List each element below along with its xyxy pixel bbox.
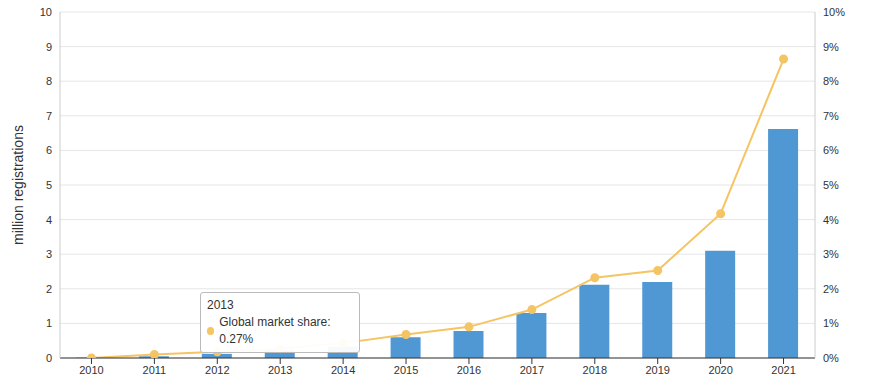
svg-text:4%: 4% [823,214,839,226]
svg-text:2: 2 [46,283,52,295]
svg-text:2%: 2% [823,283,839,295]
svg-text:10%: 10% [823,6,845,18]
svg-text:5%: 5% [823,179,839,191]
svg-text:2015: 2015 [394,364,418,376]
svg-text:9%: 9% [823,41,839,53]
svg-text:3: 3 [46,248,52,260]
svg-text:0%: 0% [823,352,839,364]
svg-text:8: 8 [46,75,52,87]
svg-text:0: 0 [46,352,52,364]
svg-text:7: 7 [46,110,52,122]
svg-text:2020: 2020 [708,364,732,376]
svg-text:2019: 2019 [645,364,669,376]
svg-text:million registrations: million registrations [10,125,26,245]
svg-text:2018: 2018 [583,364,607,376]
svg-text:2017: 2017 [520,364,544,376]
svg-text:2016: 2016 [457,364,481,376]
svg-text:3%: 3% [823,248,839,260]
svg-text:2014: 2014 [331,364,355,376]
svg-text:2010: 2010 [79,364,103,376]
svg-text:2021: 2021 [771,364,795,376]
svg-text:2013: 2013 [268,364,292,376]
svg-text:6%: 6% [823,144,839,156]
svg-text:8%: 8% [823,75,839,87]
svg-text:2011: 2011 [143,364,167,376]
svg-text:7%: 7% [823,110,839,122]
svg-text:1: 1 [46,317,52,329]
html-text:2013: 2013 [207,298,234,312]
svg-text:10: 10 [40,6,52,18]
svg-text:1%: 1% [823,317,839,329]
svg-text:6: 6 [46,144,52,156]
svg-text:5: 5 [46,179,52,191]
svg-text:2012: 2012 [205,364,229,376]
svg-text:4: 4 [46,214,52,226]
svg-text:9: 9 [46,41,52,53]
html-text:Global market share: 0.27%: Global market share: 0.27% [219,315,331,346]
